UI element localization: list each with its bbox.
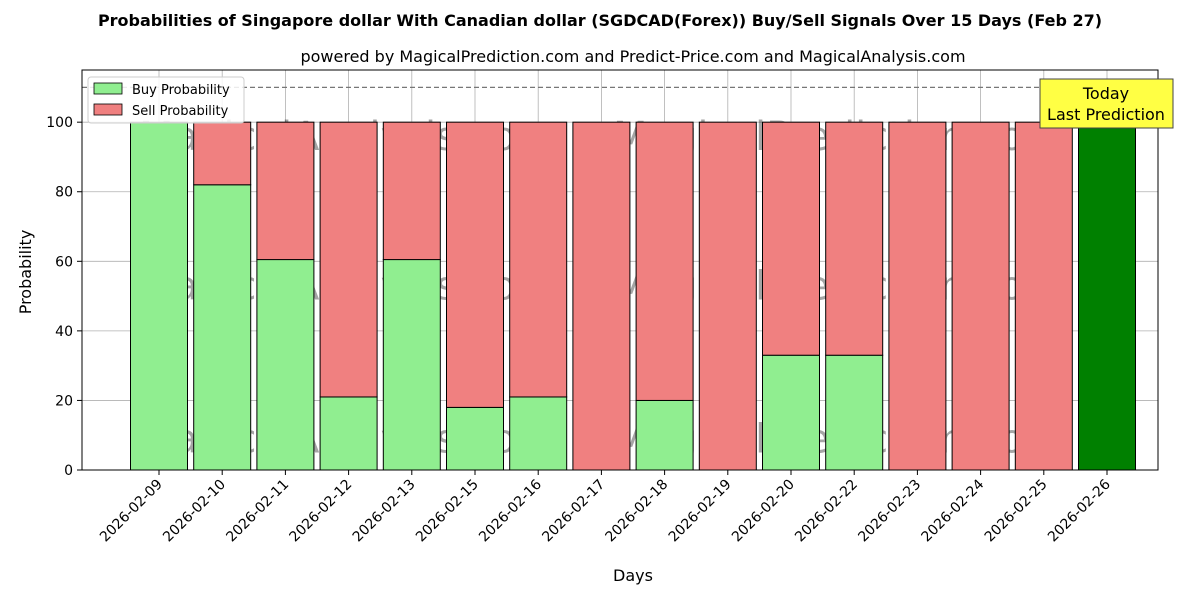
bars bbox=[130, 121, 1136, 471]
plot-frame bbox=[81, 69, 1159, 471]
x-tick-label: 2026-02-22 bbox=[792, 477, 861, 546]
x-tick-label: 2026-02-10 bbox=[160, 477, 229, 546]
x-tick-label: 2026-02-23 bbox=[855, 477, 924, 546]
x-tick-label: 2026-02-25 bbox=[982, 477, 1051, 546]
x-axis-label: Days bbox=[613, 566, 653, 585]
bar-sell bbox=[698, 121, 757, 471]
y-tick-label: 0 bbox=[64, 463, 73, 479]
bar-sell bbox=[825, 121, 884, 356]
bar-sell bbox=[382, 121, 441, 261]
today-annotation-line2: Last Prediction bbox=[1047, 105, 1165, 124]
y-tick-label: 60 bbox=[55, 254, 73, 270]
today-annotation-box bbox=[1039, 78, 1174, 129]
bar-buy bbox=[319, 396, 378, 471]
y-tick-label: 20 bbox=[55, 393, 73, 409]
bar-buy bbox=[193, 184, 252, 471]
bar-sell bbox=[319, 121, 378, 398]
x-tick-label: 2026-02-24 bbox=[919, 476, 988, 545]
y-axis-label: Probability bbox=[16, 230, 35, 315]
today-annotation-line1: Today bbox=[1082, 84, 1129, 103]
bar-sell bbox=[193, 121, 252, 186]
bar-sell bbox=[1014, 121, 1073, 471]
bar-buy bbox=[446, 406, 504, 471]
bar-sell bbox=[888, 121, 947, 471]
legend-label-buy: Buy Probability bbox=[132, 83, 230, 98]
x-tick-label: 2026-02-12 bbox=[287, 477, 356, 546]
legend-swatch-buy bbox=[93, 82, 123, 95]
bar-buy bbox=[1078, 121, 1136, 471]
x-tick-label: 2026-02-11 bbox=[223, 477, 292, 546]
y-axis-ticks: 0 20 40 60 80 100 bbox=[46, 115, 82, 479]
y-tick-label: 40 bbox=[55, 324, 73, 340]
bar-buy bbox=[635, 399, 694, 471]
x-tick-label: 2026-02-18 bbox=[603, 477, 672, 546]
y-tick-label: 80 bbox=[55, 185, 73, 201]
bar-buy bbox=[382, 259, 441, 471]
bar-sell bbox=[762, 121, 820, 356]
x-tick-label: 2026-02-16 bbox=[476, 476, 545, 545]
bar-buy bbox=[130, 121, 188, 471]
bar-buy bbox=[256, 259, 315, 471]
x-tick-label: 2026-02-17 bbox=[539, 477, 608, 546]
legend: Buy Probability Sell Probability bbox=[87, 76, 245, 124]
chart-title: Probabilities of Singapore dollar With C… bbox=[98, 11, 1102, 30]
legend-swatch-sell bbox=[93, 103, 123, 116]
bar-sell bbox=[446, 121, 504, 408]
x-tick-label: 2026-02-09 bbox=[97, 477, 166, 546]
legend-box bbox=[87, 76, 245, 124]
today-annotation: Today Last Prediction bbox=[1039, 78, 1174, 129]
bar-sell bbox=[509, 121, 568, 398]
bar-buy bbox=[762, 354, 820, 471]
bar-buy bbox=[509, 396, 568, 471]
x-tick-label: 2026-02-13 bbox=[350, 477, 419, 546]
chart-subtitle: powered by MagicalPrediction.com and Pre… bbox=[300, 47, 965, 66]
bar-sell bbox=[256, 121, 315, 261]
y-tick-label: 100 bbox=[46, 115, 73, 131]
x-tick-label: 2026-02-26 bbox=[1045, 476, 1114, 545]
bar-sell bbox=[635, 121, 694, 401]
bar-buy bbox=[825, 354, 884, 471]
legend-label-sell: Sell Probability bbox=[132, 104, 229, 119]
x-tick-label: 2026-02-20 bbox=[729, 477, 798, 546]
x-tick-label: 2026-02-19 bbox=[666, 477, 735, 546]
x-tick-label: 2026-02-15 bbox=[413, 477, 482, 546]
x-axis-ticks: 2026-02-092026-02-102026-02-112026-02-12… bbox=[97, 470, 1114, 545]
bar-sell bbox=[951, 121, 1010, 471]
bar-sell bbox=[572, 121, 631, 471]
